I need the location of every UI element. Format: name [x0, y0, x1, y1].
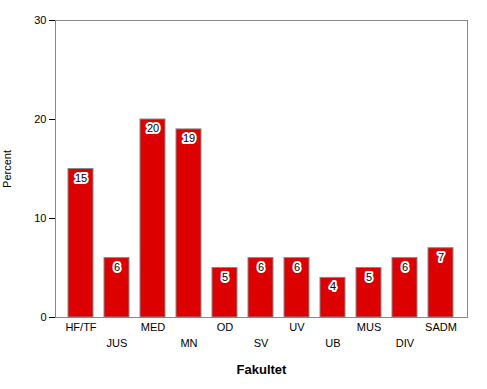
svg-text:MUS: MUS: [357, 321, 381, 333]
svg-text:20: 20: [147, 122, 159, 134]
svg-text:SADM: SADM: [425, 321, 457, 333]
svg-text:10: 10: [34, 212, 46, 224]
svg-text:0: 0: [40, 311, 46, 323]
svg-text:MN: MN: [180, 337, 197, 349]
svg-text:DIV: DIV: [396, 337, 415, 349]
svg-text:Fakultet: Fakultet: [237, 362, 288, 377]
svg-text:4: 4: [330, 280, 336, 292]
svg-text:SV: SV: [254, 337, 269, 349]
svg-text:UB: UB: [325, 337, 340, 349]
svg-text:MED: MED: [141, 321, 166, 333]
svg-text:5: 5: [366, 271, 372, 283]
svg-text:6: 6: [294, 261, 300, 273]
svg-text:6: 6: [402, 261, 408, 273]
svg-text:5: 5: [222, 271, 228, 283]
svg-text:HF/TF: HF/TF: [65, 321, 96, 333]
svg-text:30: 30: [34, 14, 46, 26]
svg-text:15: 15: [75, 172, 87, 184]
svg-text:UV: UV: [289, 321, 305, 333]
svg-text:7: 7: [438, 251, 444, 263]
svg-text:JUS: JUS: [107, 337, 128, 349]
svg-text:6: 6: [114, 261, 120, 273]
svg-text:19: 19: [183, 132, 195, 144]
svg-text:20: 20: [34, 113, 46, 125]
svg-text:Percent: Percent: [1, 150, 13, 188]
svg-text:6: 6: [258, 261, 264, 273]
svg-text:OD: OD: [217, 321, 234, 333]
